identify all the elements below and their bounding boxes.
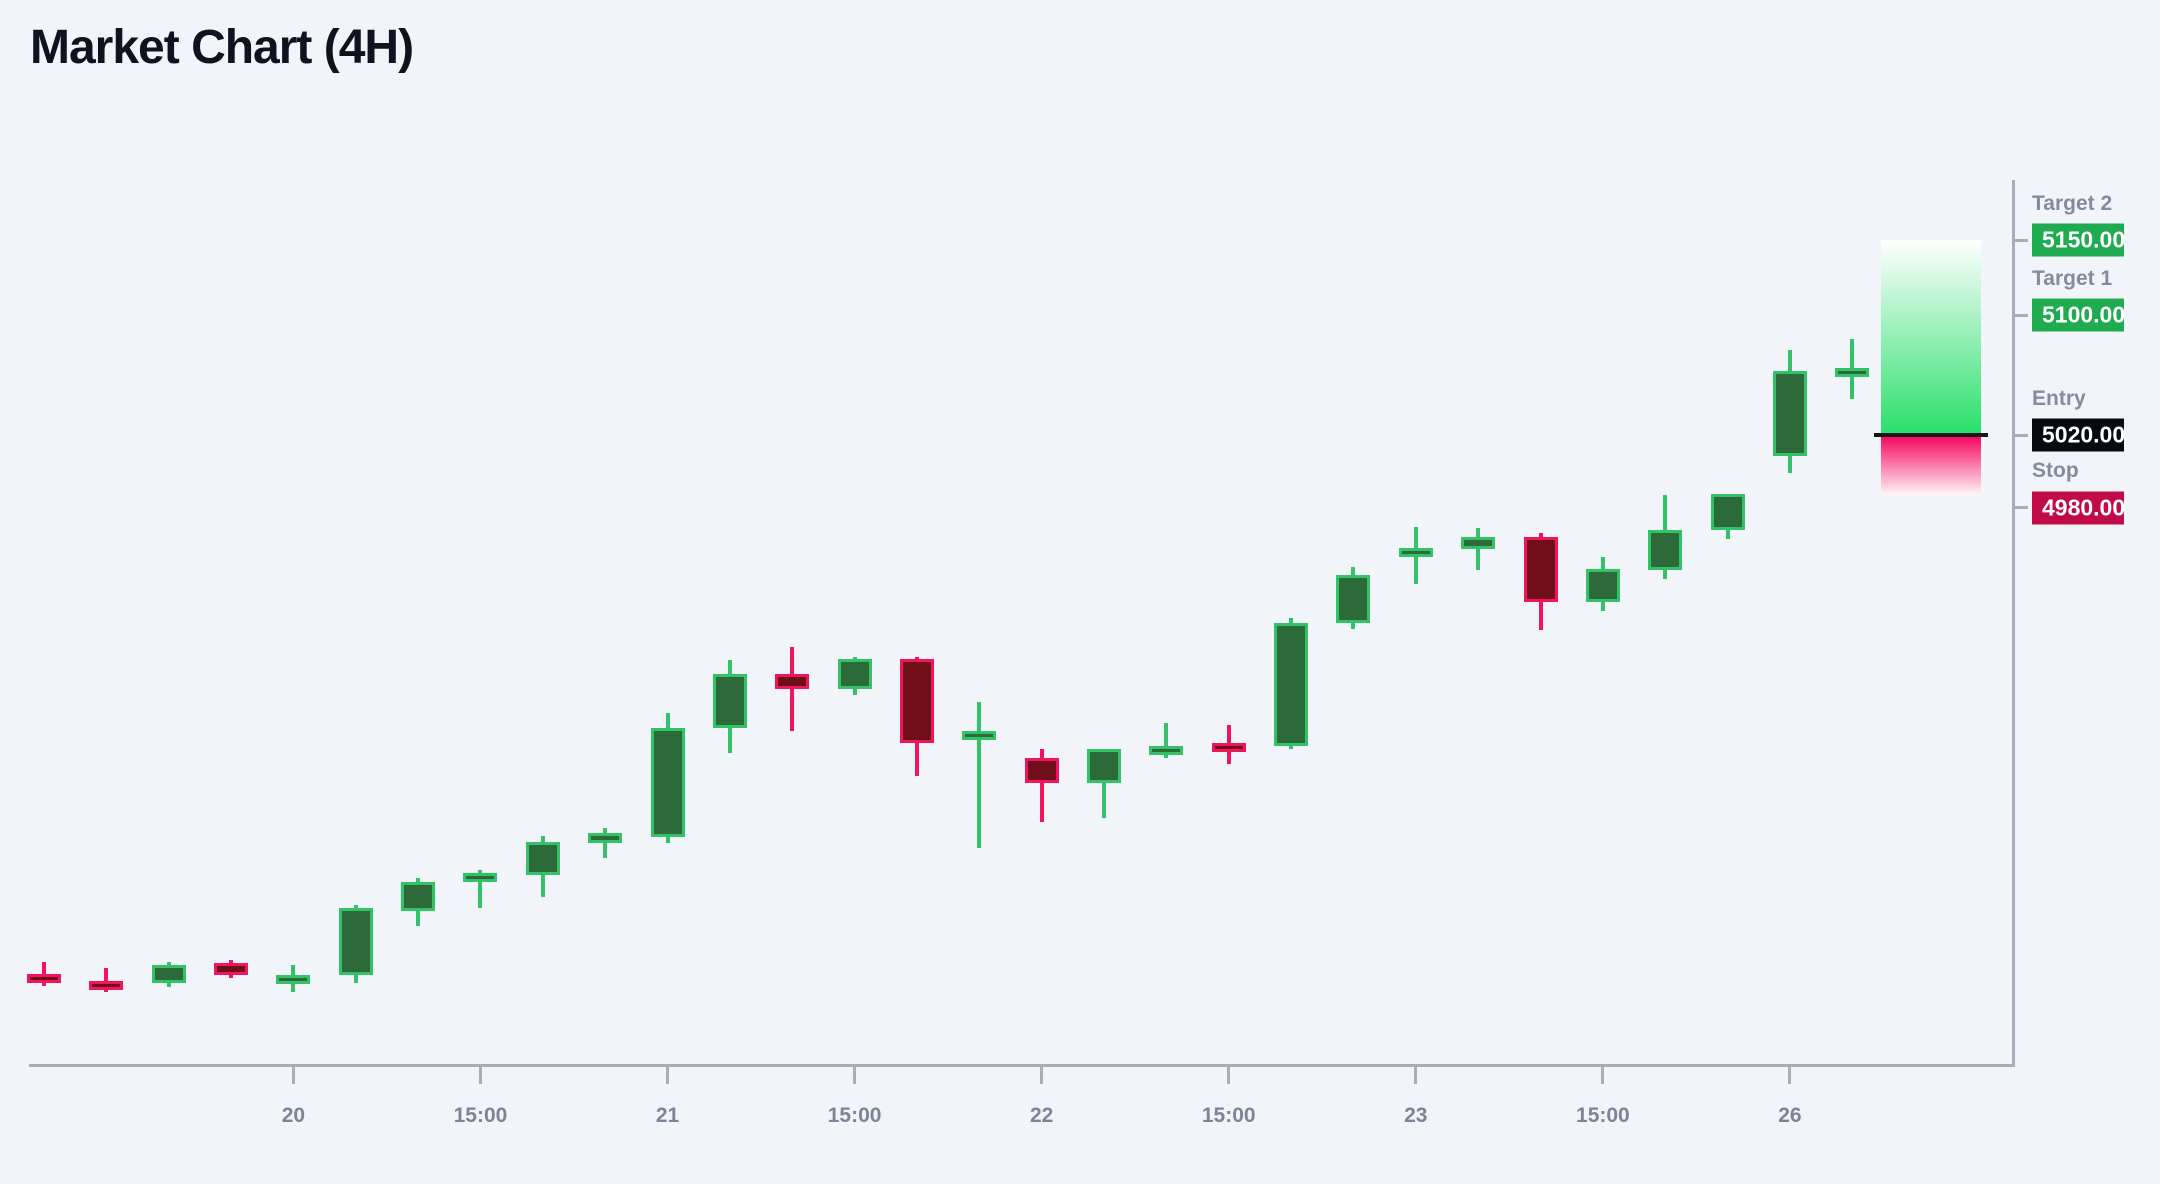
candle-up [1772,370,1807,456]
target1-label: Target 1 [2032,267,2113,290]
x-axis-tick-label: 20 [281,1104,306,1127]
candle-up [1585,568,1620,602]
x-axis-tick [1040,1067,1044,1084]
x-axis-line [29,1064,2013,1067]
candle-up [1710,493,1745,530]
x-axis-tick-label: 15:00 [1201,1104,1256,1127]
candle-down [89,981,124,990]
candle-up [588,832,623,843]
x-axis-tick [1414,1067,1418,1084]
target2-level-tick [2012,238,2028,242]
target1-level-tick [2012,313,2028,317]
entry-price-line [1874,433,1988,437]
candle-up [1087,748,1122,783]
stop-level-tick [2012,506,2028,509]
x-axis-tick [478,1067,482,1084]
candle-up [712,673,747,728]
candle-up [1398,547,1433,557]
entry-price-badge: 5020.00 [2032,418,2125,452]
stop-price-badge: 4980.00 [2032,491,2125,525]
candle-up [338,907,373,975]
price-axis-line [2012,180,2015,1067]
candle-up [1461,537,1496,549]
candle-up [1835,367,1870,377]
x-axis-tick [853,1067,857,1084]
x-axis-tick-label: 21 [655,1104,680,1127]
loss-zone [1881,437,1981,495]
x-axis-tick [1601,1067,1605,1084]
target2-label: Target 2 [2032,192,2113,215]
candle-up [1336,574,1371,623]
candle-up [463,873,498,882]
candle-down [1024,757,1059,783]
candle-up [962,730,997,740]
candle-down [27,973,61,983]
candle-wick-up [478,870,483,908]
candle-up [650,727,685,837]
target1-price-badge: 5100.00 [2032,298,2125,332]
x-axis-tick-label: 15:00 [453,1104,508,1127]
candle-down [775,673,810,689]
x-axis-tick-label: 15:00 [827,1104,882,1127]
candle-up [276,975,311,984]
x-axis-tick [1227,1067,1231,1084]
candle-wick-up [603,828,608,858]
candle-wick-down [104,967,109,992]
x-axis-tick-label: 23 [1404,1104,1428,1127]
candle-up [525,841,560,875]
x-axis-tick-label: 22 [1029,1104,1054,1127]
candle-down [214,963,249,975]
profit-zone [1881,240,1981,433]
candle-up [1274,622,1309,746]
stop-level-tick [2012,495,2015,508]
candle-up [401,882,436,911]
candle-wick-up [1164,723,1169,758]
candle-up [1648,529,1683,570]
candle-wick-down [790,646,795,731]
candle-up [151,964,186,983]
candle-down [1523,537,1558,602]
x-axis-tick [291,1067,295,1084]
candle-down [899,658,934,743]
entry-level-tick [2012,433,2028,437]
stop-label: Stop [2032,459,2079,482]
candle-wick-up [1102,748,1107,818]
x-axis-tick-label: 15:00 [1576,1104,1630,1127]
candle-up [837,658,872,689]
candle-down [1211,742,1246,752]
candle-wick-down [1039,748,1044,822]
target2-price-badge: 5150.00 [2032,223,2125,257]
x-axis-tick-label: 26 [1778,1104,1802,1127]
candle-wick-up [977,702,982,848]
page-title: Market Chart (4H) [30,21,414,74]
x-axis-tick [666,1067,670,1084]
candle-wick-up [1476,528,1481,570]
candle-up [1149,745,1184,755]
x-axis-tick [1788,1067,1792,1084]
entry-label: Entry [2032,387,2086,410]
